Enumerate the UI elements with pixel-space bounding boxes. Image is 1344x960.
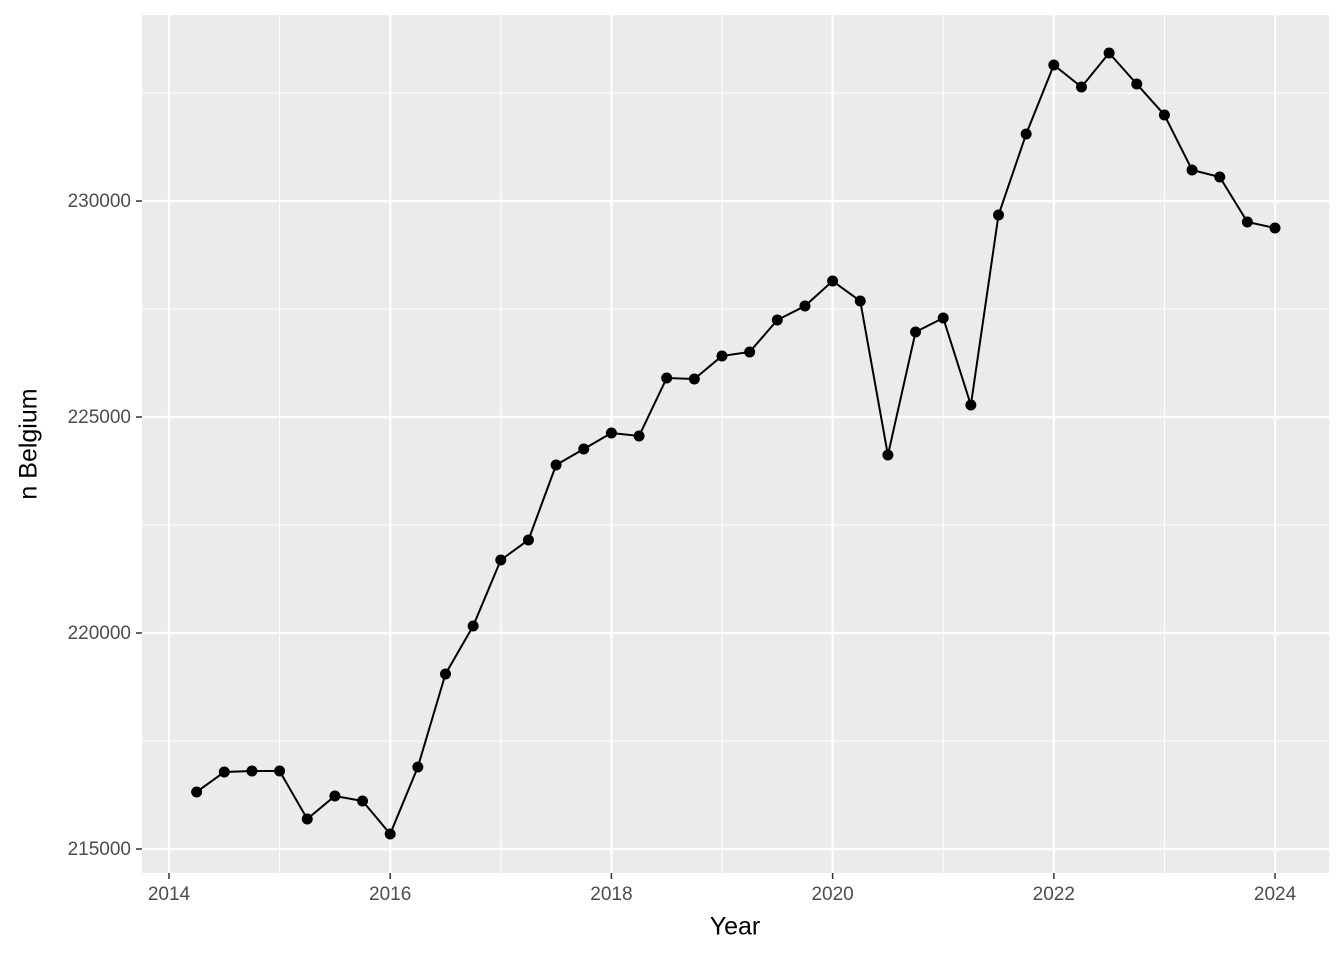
point (605, 427, 617, 439)
point (1103, 47, 1115, 59)
point (301, 813, 313, 825)
x-tick-label: 2016 (369, 884, 411, 905)
point (910, 326, 922, 338)
panel (142, 15, 1329, 873)
point (716, 350, 728, 362)
point (439, 668, 451, 680)
x-tick-label: 2018 (590, 884, 632, 905)
x-tick-label: 2024 (1254, 884, 1297, 905)
point (1020, 128, 1032, 140)
point (744, 346, 756, 358)
point (578, 443, 590, 455)
point (274, 765, 286, 777)
point (661, 372, 673, 384)
point (771, 314, 783, 326)
x-tick-label: 2014 (148, 884, 191, 905)
point (882, 449, 894, 461)
point (246, 765, 258, 777)
line (196, 51, 1276, 836)
point (467, 620, 479, 632)
point (827, 275, 839, 287)
point (329, 790, 341, 802)
point (1186, 164, 1198, 176)
x-tick-label: 2022 (1033, 884, 1075, 905)
point (1241, 216, 1253, 228)
point (799, 300, 811, 312)
point (965, 399, 977, 411)
point (937, 312, 949, 324)
y-tick-label: 230000 (68, 191, 131, 212)
x-axis-title: Year (710, 913, 761, 941)
point (412, 761, 424, 773)
point (191, 786, 203, 798)
point (854, 295, 866, 307)
point (357, 795, 369, 807)
point (522, 534, 534, 546)
y-tick-label: 220000 (68, 623, 131, 644)
point (550, 459, 562, 471)
point (495, 554, 507, 566)
point (1269, 222, 1281, 234)
y-axis-title: n Belgium (15, 388, 43, 499)
point (633, 430, 645, 442)
y-tick-label: 215000 (68, 839, 131, 860)
point (993, 209, 1005, 221)
point (688, 373, 700, 385)
point (1131, 78, 1143, 90)
x-tick-label: 2020 (811, 884, 853, 905)
point (1075, 81, 1087, 93)
y-tick-label: 225000 (68, 407, 131, 428)
point (1158, 109, 1170, 121)
point (1214, 171, 1226, 183)
point (218, 766, 230, 778)
point (384, 828, 396, 840)
point (1048, 59, 1060, 71)
